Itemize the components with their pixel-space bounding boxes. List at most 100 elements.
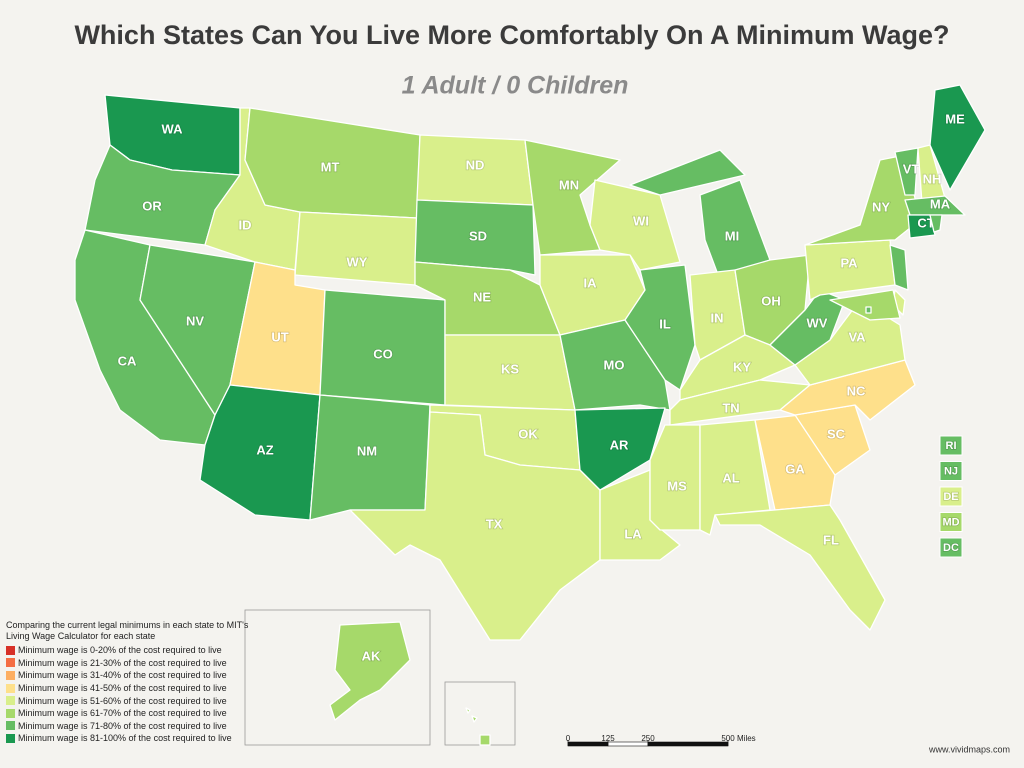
- state-label: NV: [186, 313, 204, 328]
- state-label: GA: [785, 461, 805, 476]
- legend-swatch: [6, 670, 15, 680]
- state-label: KY: [733, 359, 751, 374]
- state-label: NH: [923, 171, 942, 186]
- scale-label: 125: [601, 734, 615, 743]
- state-label: MT: [321, 159, 340, 174]
- callout-box: [939, 461, 963, 481]
- legend-item: Minimum wage is 21-30% of the cost requi…: [6, 657, 251, 670]
- callout-label: RI: [946, 440, 957, 452]
- legend-item: Minimum wage is 71-80% of the cost requi…: [6, 720, 251, 733]
- state-shape: [889, 244, 909, 291]
- state-label: SC: [827, 426, 846, 441]
- state-shape: [465, 707, 471, 714]
- legend: Comparing the current legal minimums in …: [6, 620, 251, 745]
- state-shape: [629, 149, 746, 196]
- state-label: MI: [725, 228, 739, 243]
- callout-label: DE: [943, 491, 958, 503]
- state-label: VA: [848, 329, 866, 344]
- state-label: OH: [761, 293, 781, 308]
- state-label: AK: [362, 648, 381, 663]
- legend-swatch: [6, 683, 15, 693]
- state-shape: [471, 715, 478, 723]
- scale-unit: Miles: [737, 734, 756, 743]
- legend-item: Minimum wage is 41-50% of the cost requi…: [6, 682, 251, 695]
- state-shape: [929, 214, 943, 233]
- state-label: ME: [945, 111, 965, 126]
- state-label: MA: [930, 196, 951, 211]
- state-label: UT: [271, 329, 288, 344]
- state-label: CO: [373, 346, 393, 361]
- legend-label: Minimum wage is 71-80% of the cost requi…: [18, 720, 227, 731]
- state-label: OR: [142, 198, 162, 213]
- state-label: WY: [347, 254, 368, 269]
- state-label: WA: [162, 121, 184, 136]
- scale-label: 250: [641, 734, 655, 743]
- state-shape: [754, 414, 836, 511]
- state-label: PA: [840, 255, 858, 270]
- state-label: AZ: [256, 442, 273, 457]
- callout-box: [939, 486, 963, 507]
- alaska-inset: [244, 609, 431, 746]
- legend-item: Minimum wage is 61-70% of the cost requi…: [6, 707, 251, 720]
- legend-intro: Comparing the current legal minimums in …: [6, 620, 249, 641]
- state-label: SD: [469, 228, 487, 243]
- callout-label: MD: [942, 516, 959, 528]
- state-shape: [589, 179, 681, 271]
- state-shape: [294, 211, 418, 286]
- callout-label: NJ: [944, 465, 958, 477]
- callout-box: [939, 512, 963, 532]
- scale-segment: [647, 741, 729, 747]
- legend-label: Minimum wage is 51-60% of the cost requi…: [18, 695, 227, 706]
- state-label: VT: [903, 161, 920, 176]
- legend-swatch: [6, 721, 15, 731]
- state-label: IL: [659, 316, 671, 331]
- legend-label: Minimum wage is 61-70% of the cost requi…: [18, 708, 227, 719]
- state-label: MN: [559, 177, 579, 192]
- legend-swatch: [6, 708, 15, 718]
- state-shape: [349, 411, 601, 641]
- state-shape: [929, 84, 986, 191]
- credit: www.vividmaps.com: [928, 744, 1010, 754]
- legend-item: Minimum wage is 51-60% of the cost requi…: [6, 694, 251, 707]
- state-label: LA: [624, 526, 642, 541]
- legend-item: Minimum wage is 81-100% of the cost requ…: [6, 732, 251, 745]
- state-shape: [907, 214, 936, 239]
- state-label: ND: [466, 157, 485, 172]
- legend-label: Minimum wage is 31-40% of the cost requi…: [18, 670, 227, 681]
- state-shape: [479, 734, 491, 746]
- legend-item: Minimum wage is 31-40% of the cost requi…: [6, 669, 251, 682]
- state-label: WV: [807, 315, 828, 330]
- state-label: MO: [604, 357, 625, 372]
- state-label: NM: [357, 443, 377, 458]
- state-shape: [904, 195, 966, 216]
- state-shape: [865, 306, 872, 314]
- scale-label: 500: [721, 734, 735, 743]
- legend-swatch: [6, 733, 15, 743]
- state-label: IN: [711, 310, 724, 325]
- state-label: WI: [633, 213, 649, 228]
- legend-swatch: [6, 696, 15, 706]
- state-label: AL: [722, 470, 739, 485]
- state-shape: [829, 289, 901, 321]
- scale-label: 0: [566, 734, 571, 743]
- legend-label: Minimum wage is 41-50% of the cost requi…: [18, 683, 227, 694]
- subtitle: 1 Adult / 0 Children: [402, 72, 629, 100]
- callout-box: [939, 537, 963, 558]
- state-label: FL: [823, 532, 839, 547]
- legend-item: Minimum wage is 0-20% of the cost requir…: [6, 644, 251, 657]
- state-shape: [414, 199, 536, 276]
- state-label: NC: [847, 383, 866, 398]
- state-label: TX: [486, 516, 503, 531]
- state-shape: [574, 407, 666, 491]
- legend-swatch: [6, 658, 15, 668]
- legend-label: Minimum wage is 21-30% of the cost requi…: [18, 657, 227, 668]
- state-label: NY: [872, 199, 890, 214]
- state-label: CA: [118, 353, 137, 368]
- legend-swatch: [6, 645, 15, 655]
- legend-label: Minimum wage is 0-20% of the cost requir…: [18, 645, 222, 656]
- state-label: IA: [584, 275, 598, 290]
- state-shape: [624, 264, 696, 391]
- state-shape: [329, 621, 411, 721]
